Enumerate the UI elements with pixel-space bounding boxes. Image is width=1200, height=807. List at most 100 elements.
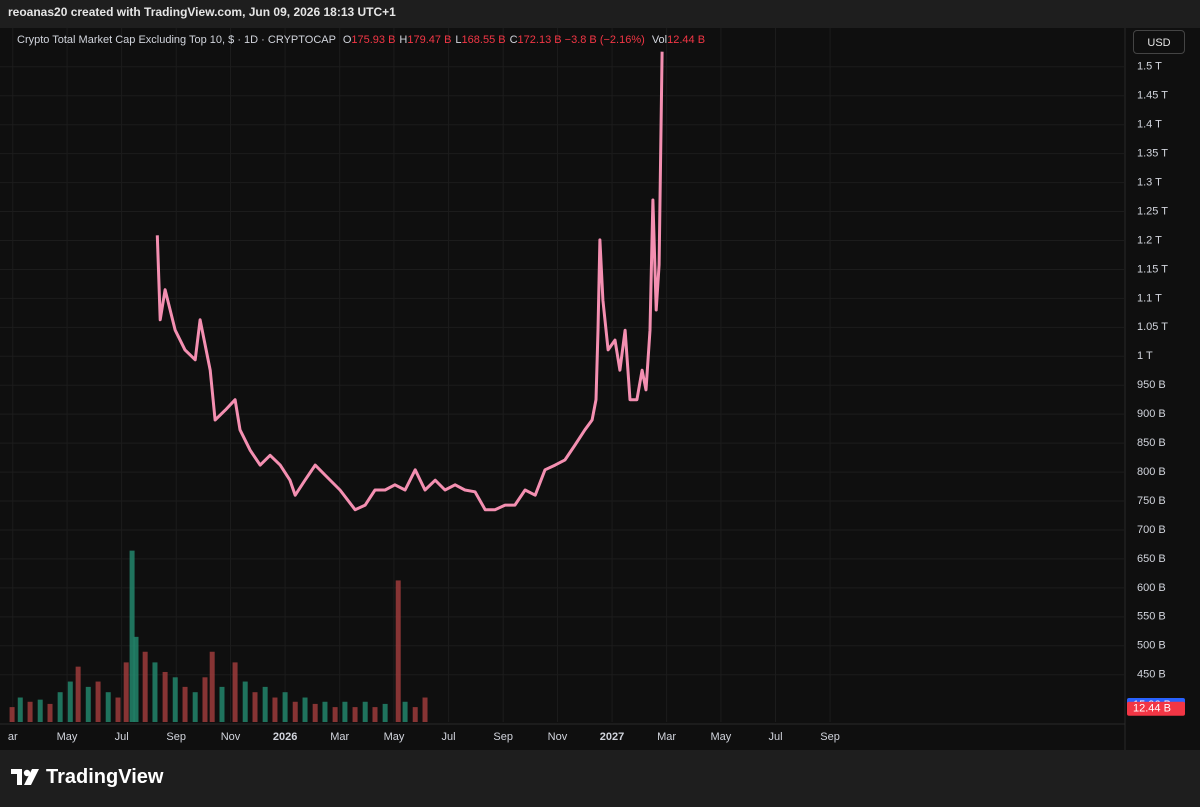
price-marker-box [1127, 701, 1185, 716]
volume-bar [282, 692, 288, 722]
change: −3.8 B (−2.16%) [564, 34, 645, 46]
volume-bar [115, 697, 121, 722]
volume-bar [312, 703, 318, 722]
ohlc-value: 168.55 B [461, 34, 506, 46]
x-tick-label: May [384, 731, 405, 743]
y-tick-label: 950 B [1137, 379, 1166, 391]
volume-bar [105, 692, 111, 722]
ohlc-value: 175.93 B [351, 34, 396, 46]
price-marker-label: 12.44 B [1133, 703, 1171, 715]
volume-bar [37, 699, 43, 722]
volume-bar [232, 662, 238, 722]
byline: reoanas20 created with TradingView.com, … [8, 5, 396, 19]
y-tick-label: 1.5 T [1137, 61, 1162, 73]
x-tick-label: 2026 [273, 731, 297, 743]
volume-bar [162, 671, 168, 722]
volume-bar [332, 707, 338, 722]
chart: 450 B 500 B 550 B 600 B 650 B 700 B 750 B 800 B… [0, 28, 1200, 750]
x-tick-label: Sep [820, 731, 840, 743]
volume-bar [152, 662, 158, 722]
volume-bar [395, 580, 401, 722]
y-tick-label: 1.2 T [1137, 234, 1162, 246]
y-tick-label: 1.4 T [1137, 119, 1162, 131]
x-tick-label: Jul [115, 731, 129, 743]
volume-bar [47, 703, 53, 722]
ohlc: O175.93 B H179.47 B L168.55 B C172.13 B [339, 34, 562, 46]
x-tick-label: Jul [442, 731, 456, 743]
volume-bar [67, 681, 73, 722]
volume-bar [372, 707, 378, 722]
x-tick-label: May [57, 731, 78, 743]
y-tick-label: 450 B [1137, 669, 1166, 681]
y-tick-label: 1 T [1137, 350, 1153, 362]
y-tick-label: 600 B [1137, 582, 1166, 594]
x-tick-label: 2027 [600, 731, 624, 743]
y-tick-label: 650 B [1137, 553, 1166, 565]
volume-bar [192, 692, 198, 722]
y-tick-label: 1.05 T [1137, 321, 1168, 333]
chart-background [0, 28, 1200, 750]
volume-bar [129, 550, 135, 722]
volume-bar [123, 662, 129, 722]
volume-bar [272, 697, 278, 722]
volume-bar [182, 686, 188, 722]
y-tick-label: 700 B [1137, 524, 1166, 536]
x-tick-label: Sep [166, 731, 186, 743]
brand: TradingView [46, 765, 164, 788]
volume-bar [75, 666, 81, 722]
y-tick-label: 1.15 T [1137, 263, 1168, 275]
y-tick-label: 750 B [1137, 495, 1166, 507]
ohlc-value: 179.47 B [407, 34, 452, 46]
ohlc-value: 172.13 B [517, 34, 562, 46]
y-tick-label: 1.45 T [1137, 90, 1168, 102]
volume-key: Vol [651, 34, 668, 46]
y-tick-label: 550 B [1137, 611, 1166, 623]
volume-bar [133, 636, 139, 722]
ohlc-key: L [455, 34, 462, 46]
volume-bar [252, 692, 258, 722]
volume-bar [412, 707, 418, 722]
volume-bar [362, 701, 368, 722]
x-tick-label: Nov [548, 731, 568, 743]
volume-bar [85, 686, 91, 722]
volume-bar [302, 697, 308, 722]
x-tick-label: May [711, 731, 732, 743]
logo-icon [11, 769, 39, 785]
y-tick-label: 800 B [1137, 466, 1166, 478]
legend: Crypto Total Market Cap Excluding Top 10… [17, 34, 705, 46]
y-tick-label: 1.25 T [1137, 205, 1168, 217]
y-tick-label: 500 B [1137, 640, 1166, 652]
y-tick-label: 850 B [1137, 437, 1166, 449]
y-tick-label: 1.1 T [1137, 292, 1162, 304]
ohlc-key: H [399, 34, 408, 46]
volume-bar [57, 692, 63, 722]
footer-logo: TradingView [10, 765, 163, 789]
volume-bar [422, 697, 428, 722]
volume-bar [292, 701, 298, 722]
volume-bar [322, 701, 328, 722]
volume-value: 12.44 B [667, 34, 706, 46]
volume-bar [262, 686, 268, 722]
volume-bar [202, 677, 208, 722]
volume-bar [172, 677, 178, 722]
currency-button[interactable]: USD [1133, 30, 1185, 54]
ohlc-key: C [509, 34, 518, 46]
price-line [155, 51, 664, 512]
volume-bar [27, 701, 33, 722]
volume-bar [95, 681, 101, 722]
ohlc-key: O [342, 34, 352, 46]
volume-bar [209, 651, 215, 722]
volume-bar [142, 651, 148, 722]
volume-bar [382, 703, 388, 722]
y-tick-label: 1.35 T [1137, 148, 1168, 160]
symbol: Crypto Total Market Cap Excluding Top 10… [17, 34, 336, 46]
x-tick-label: Mar [330, 731, 349, 743]
y-tick-label: 1.3 T [1137, 176, 1162, 188]
volume-bar [219, 686, 225, 722]
x-tick-label: ar [8, 731, 18, 743]
volume-bar [17, 697, 23, 722]
x-tick-label: Nov [221, 731, 241, 743]
volume-bar [9, 707, 15, 722]
volume-bar [242, 681, 248, 722]
